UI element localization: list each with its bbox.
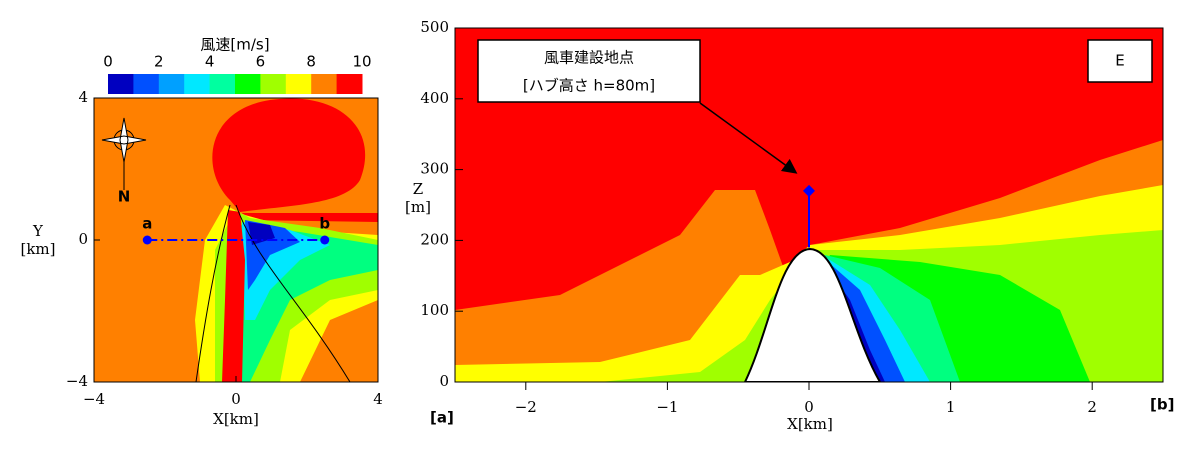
colorbar-tick-label: 2 — [154, 53, 164, 71]
colorbar-swatch — [184, 74, 211, 94]
panel-box — [1087, 39, 1153, 83]
y-tick-label: 0 — [78, 230, 88, 248]
turbine-hub — [803, 184, 815, 197]
x-tick-label: 4 — [373, 390, 383, 408]
panel-label: E — [1115, 52, 1124, 70]
colorbar-swatch — [285, 74, 312, 94]
y-axis-label: Z [m] — [405, 180, 431, 216]
x-tick-label: 0 — [231, 390, 241, 408]
y-tick-label: 300 — [420, 160, 449, 178]
colorbar-swatch — [260, 74, 287, 94]
x-axis-label: X[km] — [213, 410, 259, 428]
colorbar-tick-label: 0 — [103, 53, 113, 71]
annotation-box: 風車建設地点 [ハブ高さ h=80m] — [477, 39, 798, 174]
end-label: [b] — [1150, 396, 1174, 414]
y-tick-label: 0 — [439, 372, 449, 390]
x-tick-label: 2 — [1087, 398, 1097, 416]
colorbar-tick-label: 4 — [205, 53, 215, 71]
colorbar-swatch — [108, 74, 134, 94]
compass — [101, 117, 147, 190]
x-tick-label: 1 — [946, 398, 956, 416]
colorbar-tick-label: 10 — [352, 53, 371, 71]
colorbar-swatch — [235, 74, 261, 94]
colorbar-swatch — [311, 74, 338, 94]
x-tick-label: −4 — [83, 390, 105, 408]
y-tick-label: 4 — [78, 88, 88, 106]
colorbar-swatch — [209, 74, 236, 94]
x-axis-label: X[km] — [787, 415, 833, 433]
colorbar-tick-label: 8 — [306, 53, 316, 71]
colorbar-swatch — [158, 74, 185, 94]
y-tick-label: 500 — [420, 18, 449, 36]
colorbar-title: 風速[m/s] — [200, 36, 269, 54]
end-label: [a] — [430, 409, 454, 427]
y-axis-label: Y [km] — [20, 222, 55, 258]
x-tick-label: 0 — [804, 398, 814, 416]
y-tick-label: −4 — [66, 372, 88, 390]
annotation-line: [ハブ高さ h=80m] — [523, 77, 655, 95]
point-label: a — [142, 215, 152, 233]
north-label: N — [118, 188, 131, 206]
colorbar-swatch — [133, 74, 160, 94]
y-tick-label: 200 — [420, 230, 449, 248]
point — [320, 235, 330, 245]
map-field — [94, 98, 378, 382]
point — [142, 235, 152, 245]
y-tick-label: 400 — [420, 89, 449, 107]
colorbar — [108, 74, 363, 94]
x-tick-label: −1 — [656, 398, 678, 416]
point-label: b — [319, 215, 330, 233]
y-tick-label: 100 — [420, 301, 449, 319]
colorbar-swatch — [336, 74, 363, 94]
x-tick-label: −2 — [515, 398, 537, 416]
annotation-line: 風車建設地点 — [544, 49, 634, 67]
colorbar-tick-label: 6 — [256, 53, 266, 71]
